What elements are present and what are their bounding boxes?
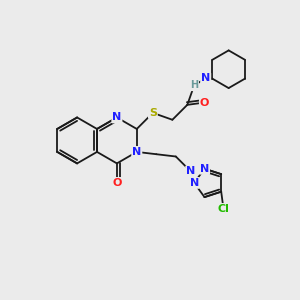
- Text: N: N: [190, 178, 199, 188]
- Text: O: O: [112, 178, 122, 188]
- Text: N: N: [132, 147, 141, 157]
- Text: O: O: [200, 98, 209, 107]
- Text: N: N: [201, 74, 210, 83]
- Text: S: S: [149, 108, 157, 118]
- Text: N: N: [186, 167, 195, 176]
- Text: N: N: [200, 164, 209, 174]
- Text: H: H: [190, 80, 198, 90]
- Text: N: N: [112, 112, 122, 122]
- Text: Cl: Cl: [218, 204, 230, 214]
